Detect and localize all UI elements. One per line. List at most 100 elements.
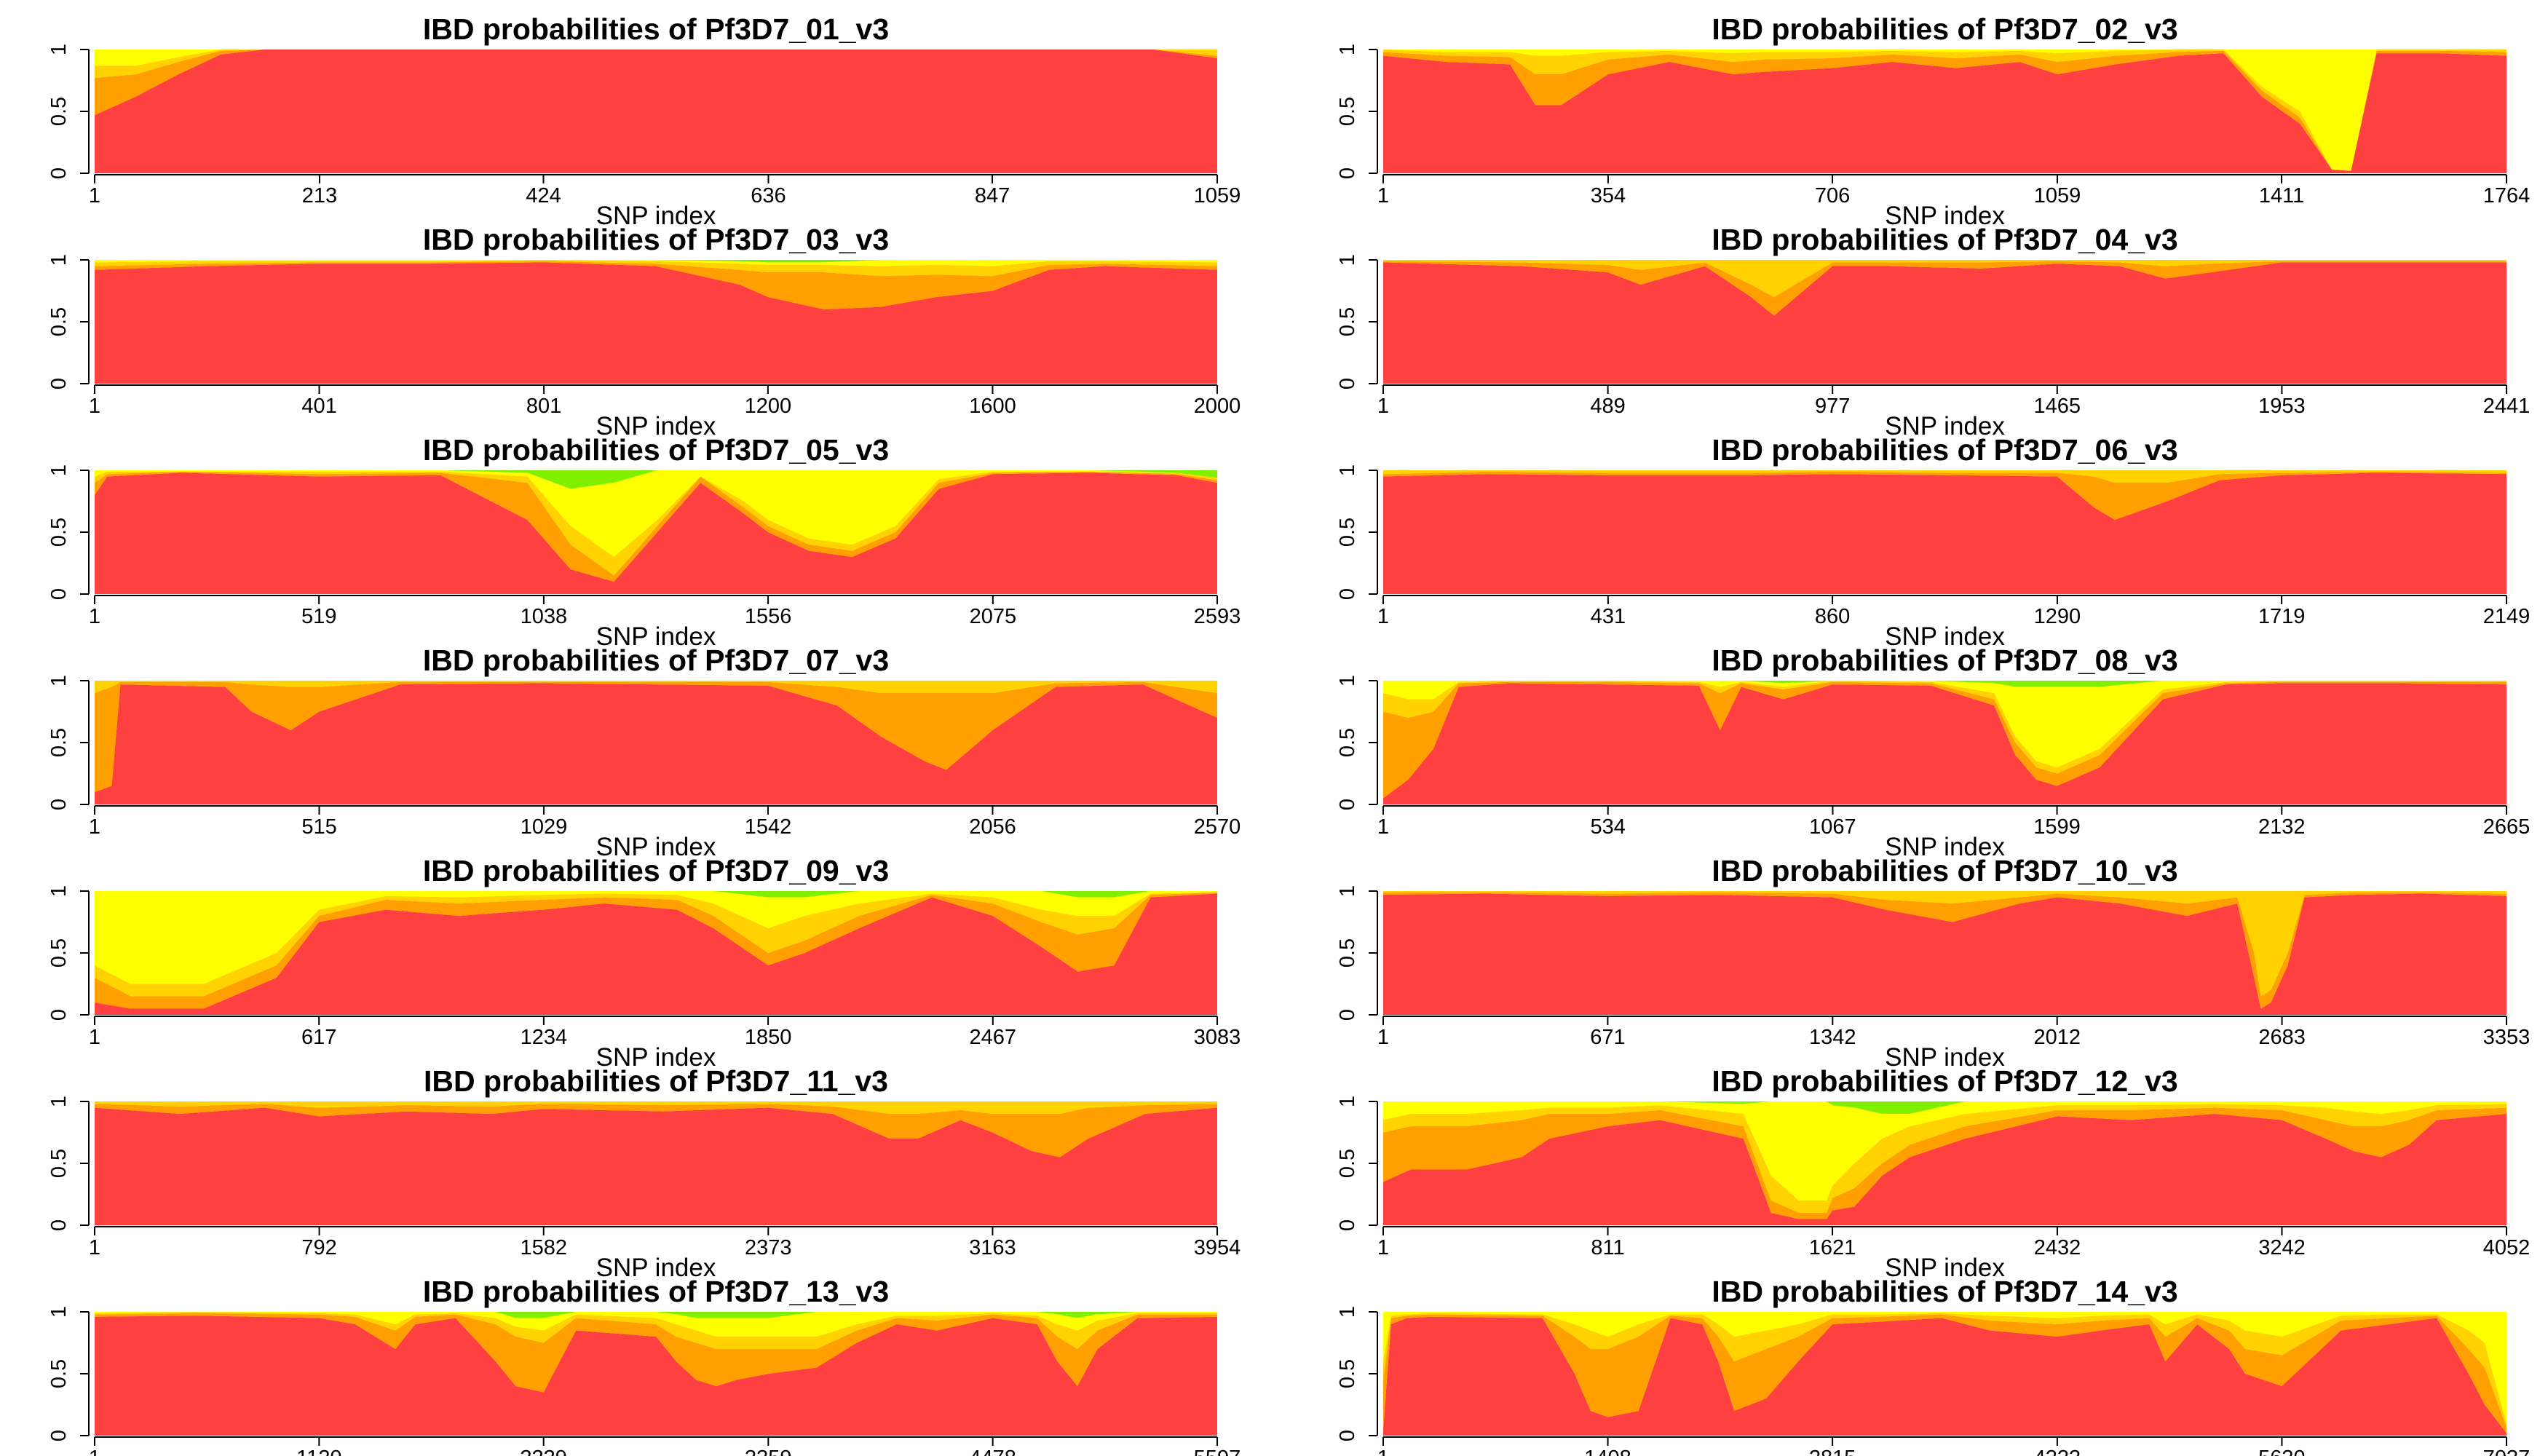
chart-panel: IBD probabilities of Pf3D7_03_v3 1 401 801 1… (47, 223, 1241, 440)
x-tick-label: 2593 (1194, 605, 1241, 628)
chart-panel: IBD probabilities of Pf3D7_02_v3 1 354 706 1… (1336, 12, 2530, 230)
ibd-area-series-3 (95, 260, 1217, 266)
x-tick-label: 1599 (2033, 815, 2081, 839)
x-axis-label: SNP index (596, 622, 716, 651)
x-tick-label: 977 (1815, 395, 1850, 418)
ibd-area-series-0 (1383, 893, 2507, 1015)
y-tick-label: 0 (1336, 378, 1359, 389)
x-tick-label: 515 (301, 815, 336, 839)
x-tick-label: 1200 (745, 395, 792, 418)
x-tick-label: 401 (301, 395, 336, 418)
y-tick-label: 0.5 (47, 938, 71, 968)
ibd-area-series-0 (95, 1315, 1217, 1436)
x-tick-label: 3359 (745, 1447, 792, 1456)
y-tick-label: 1 (47, 464, 71, 476)
ibd-area-series-1 (95, 1104, 1217, 1158)
ibd-area-series-3 (95, 891, 1217, 984)
x-axis-label: SNP index (1885, 833, 2005, 861)
x-tick-label: 1 (89, 605, 100, 628)
x-tick-label: 1 (89, 815, 100, 839)
ibd-area-series-4 (95, 1312, 1217, 1318)
ibd-area-series-1 (1383, 50, 2507, 171)
chart-title: IBD probabilities of Pf3D7_07_v3 (423, 644, 889, 677)
ibd-area-series-2 (95, 50, 1217, 79)
x-tick-label: 4223 (2034, 1447, 2081, 1456)
y-tick-label: 1 (1336, 1096, 1359, 1107)
y-tick-label: 0.5 (47, 97, 71, 126)
x-tick-label: 1556 (745, 605, 792, 628)
x-tick-label: 213 (302, 184, 337, 207)
x-tick-label: 519 (301, 605, 336, 628)
x-tick-label: 2665 (2483, 815, 2531, 839)
y-tick-label: 1 (1336, 254, 1359, 266)
ibd-area-series-3 (1383, 1101, 2507, 1200)
ibd-area-series-0 (1383, 472, 2507, 594)
x-tick-label: 2239 (520, 1447, 567, 1456)
ibd-area-series-0 (1383, 53, 2507, 173)
chart-title: IBD probabilities of Pf3D7_01_v3 (423, 12, 889, 46)
x-tick-label: 3242 (2258, 1236, 2306, 1259)
x-tick-label: 811 (1591, 1236, 1624, 1259)
ibd-area-series-1 (95, 1313, 1217, 1393)
x-tick-label: 636 (751, 184, 786, 207)
ibd-area-series-0 (95, 1107, 1217, 1225)
x-tick-label: 3163 (969, 1236, 1016, 1259)
y-tick-label: 1 (47, 885, 71, 897)
x-axis-label: SNP index (1885, 1043, 2005, 1072)
chart-title: IBD probabilities of Pf3D7_10_v3 (1712, 854, 2177, 887)
x-tick-label: 860 (1815, 605, 1850, 628)
x-tick-label: 1408 (1584, 1447, 1631, 1456)
x-tick-label: 2132 (2258, 815, 2306, 839)
x-tick-label: 1 (89, 395, 100, 418)
chart-title: IBD probabilities of Pf3D7_11_v3 (424, 1064, 888, 1098)
y-tick-label: 1 (1336, 464, 1359, 476)
ibd-area-series-3 (95, 470, 1217, 557)
y-tick-label: 1 (47, 1096, 71, 1107)
x-axis-label: SNP index (596, 1043, 716, 1072)
x-tick-label: 1 (1377, 1447, 1389, 1456)
y-tick-label: 0.5 (47, 518, 71, 547)
x-tick-label: 1542 (745, 815, 792, 839)
ibd-area-series-4 (95, 891, 1217, 898)
x-axis-label: SNP index (596, 412, 716, 440)
ibd-area-series-2 (1383, 1104, 2507, 1213)
ibd-area-series-0 (1383, 1316, 2507, 1436)
x-tick-label: 792 (301, 1236, 336, 1259)
y-tick-label: 0.5 (1336, 1149, 1359, 1178)
x-tick-label: 1 (89, 184, 100, 207)
ibd-area-series-1 (95, 892, 1217, 1009)
x-tick-label: 847 (975, 184, 1010, 207)
y-tick-label: 0 (47, 1009, 71, 1021)
chart-title: IBD probabilities of Pf3D7_12_v3 (1712, 1064, 2177, 1098)
x-tick-label: 1 (1377, 1026, 1389, 1049)
x-tick-label: 2075 (970, 605, 1017, 628)
x-tick-label: 431 (1591, 605, 1626, 628)
y-tick-label: 0 (47, 799, 71, 810)
x-tick-label: 1290 (2034, 605, 2081, 628)
x-tick-label: 2570 (1194, 815, 1241, 839)
x-tick-label: 3954 (1194, 1236, 1241, 1259)
x-tick-label: 617 (301, 1026, 336, 1049)
chart-title: IBD probabilities of Pf3D7_03_v3 (423, 223, 889, 256)
x-tick-label: 1850 (745, 1026, 792, 1049)
x-tick-label: 1234 (521, 1026, 568, 1049)
x-tick-label: 2149 (2483, 605, 2531, 628)
ibd-area-series-4 (1383, 1101, 2507, 1114)
x-tick-label: 1411 (2259, 184, 2304, 207)
x-tick-label: 801 (526, 395, 561, 418)
y-tick-label: 0 (47, 1219, 71, 1231)
y-tick-label: 0 (1336, 588, 1359, 600)
chart-title: IBD probabilities of Pf3D7_13_v3 (423, 1275, 889, 1308)
x-tick-label: 2441 (2483, 395, 2531, 418)
ibd-area-series-0 (1383, 1114, 2507, 1225)
x-tick-label: 1 (89, 1026, 100, 1049)
x-tick-label: 424 (526, 184, 561, 207)
x-tick-label: 1067 (1809, 815, 1856, 839)
y-tick-label: 0.5 (1336, 728, 1359, 757)
y-tick-label: 0.5 (47, 1149, 71, 1178)
x-tick-label: 7037 (2483, 1447, 2531, 1456)
x-tick-label: 1719 (2258, 605, 2306, 628)
x-axis-label: SNP index (1885, 202, 2005, 230)
